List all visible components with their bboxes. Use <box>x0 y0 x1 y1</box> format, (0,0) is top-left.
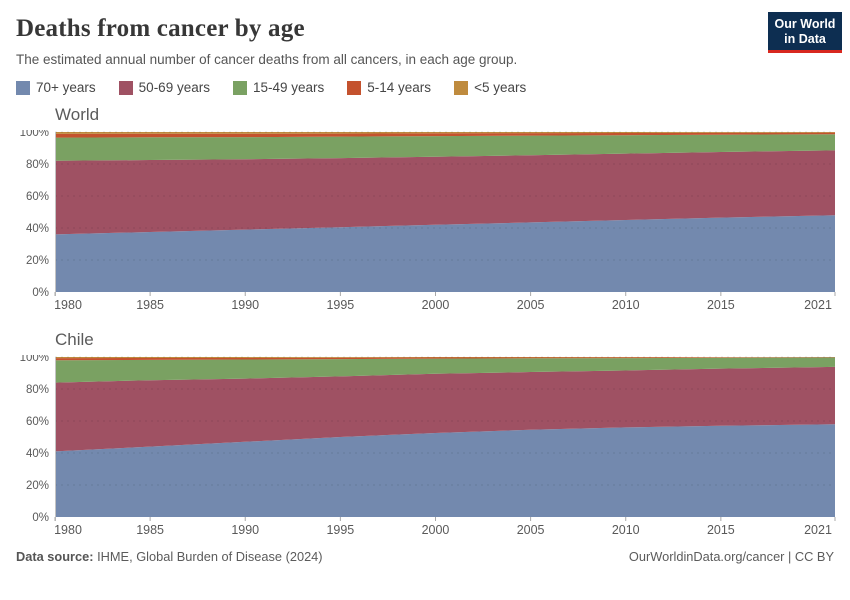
legend-swatch-70plus <box>16 80 30 95</box>
legend-swatch-15-49 <box>232 80 247 95</box>
chart-title-world: World <box>55 105 100 124</box>
x-tick-label: 2010 <box>612 298 640 312</box>
x-tick-label: 2005 <box>517 298 545 312</box>
area-15-49-years[interactable] <box>55 357 835 383</box>
area--5-years[interactable] <box>55 357 835 359</box>
y-tick-label: 60% <box>26 191 49 203</box>
x-tick-label: 2015 <box>707 523 735 537</box>
y-tick-label: 60% <box>26 416 49 428</box>
legend: 70+ years 50-69 years 15-49 years 5-14 y… <box>16 80 834 95</box>
legend-item-under5[interactable]: <5 years <box>454 80 526 95</box>
y-tick-label: 20% <box>26 480 49 492</box>
y-tick-label: 20% <box>26 255 49 267</box>
y-tick-label: 80% <box>26 159 49 171</box>
chile-stacked-area-plot[interactable]: 0% 20% 40% 60% 80% 100% 1980 1985 1990 1995 2000 20… <box>16 355 836 541</box>
legend-item-5-14[interactable]: 5-14 years <box>347 80 431 95</box>
data-source-text: IHME, Global Burden of Disease (2024) <box>93 549 323 564</box>
legend-label: 15-49 years <box>252 80 325 95</box>
x-tick-label: 2021 <box>804 298 832 312</box>
x-tick-label: 1985 <box>136 298 164 312</box>
legend-label: 50-69 years <box>138 80 210 95</box>
data-source-label: Data source: <box>16 549 94 564</box>
legend-item-50-69[interactable]: 50-69 years <box>118 80 210 95</box>
footer: Data source: IHME, Global Burden of Dise… <box>16 549 834 564</box>
legend-label: <5 years <box>474 80 527 95</box>
legend-swatch-50-69 <box>118 80 133 95</box>
legend-swatch-5-14 <box>347 80 362 95</box>
area-5-14-years[interactable] <box>55 357 835 361</box>
area-15-49-years[interactable] <box>55 134 835 161</box>
legend-label: 5-14 years <box>367 80 432 95</box>
y-tick-label: 100% <box>20 355 49 364</box>
y-tick-label: 80% <box>26 384 49 396</box>
x-tick-label: 2021 <box>804 523 832 537</box>
owid-logo-line2: in Data <box>784 31 826 46</box>
y-tick-label: 0% <box>32 512 49 524</box>
y-tick-label: 100% <box>20 130 49 139</box>
page-title: Deaths from cancer by age <box>16 15 305 42</box>
legend-label: 70+ years <box>36 80 96 95</box>
owid-logo-line1: Our World <box>774 17 836 31</box>
world-stacked-area-plot[interactable]: 0% 20% 40% 60% 80% 100% 1980 1985 1990 1995 2000 20… <box>16 130 836 316</box>
y-tick-label: 40% <box>26 448 49 460</box>
legend-swatch-under5 <box>454 80 469 95</box>
x-tick-label: 1980 <box>54 298 82 312</box>
x-tick-label: 1995 <box>326 523 354 537</box>
x-tick-label: 1980 <box>54 523 82 537</box>
data-source-note: Data source: IHME, Global Burden of Dise… <box>16 549 323 564</box>
x-tick-label: 2000 <box>422 298 450 312</box>
x-tick-label: 2010 <box>612 523 640 537</box>
owid-logo[interactable]: Our World in Data <box>768 12 842 53</box>
x-tick-label: 1985 <box>136 523 164 537</box>
chart-world: World 0% 20% 40% 60% 80% 100% 1980 1985 1990 1995… <box>16 104 836 316</box>
x-tick-label: 2000 <box>422 523 450 537</box>
area-50-69-years[interactable] <box>55 150 835 235</box>
x-tick-label: 2015 <box>707 298 735 312</box>
area-5-14-years[interactable] <box>55 132 835 138</box>
chart-title-chile: Chile <box>55 330 94 349</box>
x-tick-label: 1990 <box>231 523 259 537</box>
legend-item-70plus[interactable]: 70+ years <box>16 80 96 95</box>
y-tick-label: 0% <box>32 287 49 299</box>
area-70-years[interactable] <box>55 215 835 292</box>
x-tick-label: 1995 <box>326 298 354 312</box>
area-50-69-years[interactable] <box>55 366 835 452</box>
x-tick-label: 1990 <box>231 298 259 312</box>
area-70-years[interactable] <box>55 424 835 517</box>
area--5-years[interactable] <box>55 132 835 134</box>
y-tick-label: 40% <box>26 223 49 235</box>
page-subtitle: The estimated annual number of cancer de… <box>16 52 518 67</box>
legend-item-15-49[interactable]: 15-49 years <box>232 80 325 95</box>
chart-chile: Chile 0% 20% 40% 60% 80% 100% 1980 1985 1990 1995… <box>16 329 836 541</box>
credit-link[interactable]: OurWorldinData.org/cancer | CC BY <box>628 549 834 564</box>
x-tick-label: 2005 <box>517 523 545 537</box>
